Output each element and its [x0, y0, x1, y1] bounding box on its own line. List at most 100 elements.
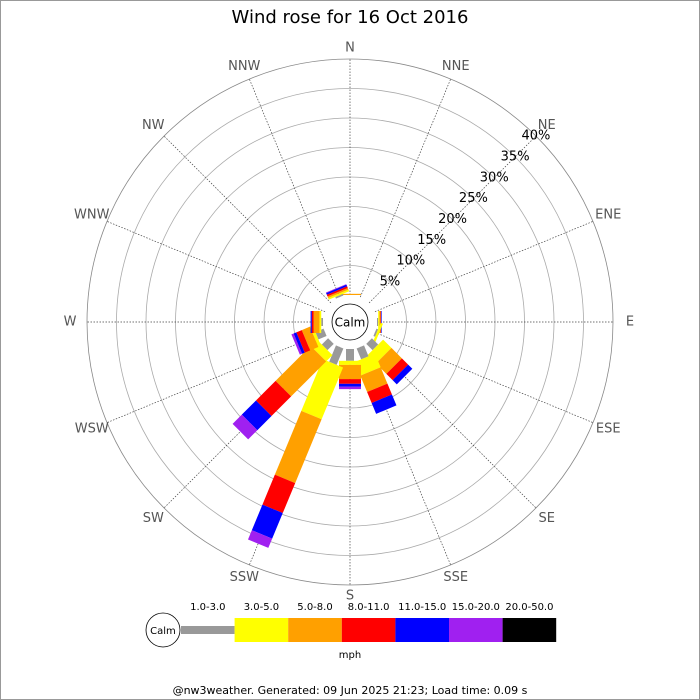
bar-segment [326, 284, 348, 295]
direction-label: WNW [74, 208, 110, 223]
bar-segment [325, 284, 347, 294]
bar-segment [360, 367, 388, 393]
bar-segment [346, 349, 354, 361]
ring [116, 88, 584, 556]
ring-label: 5% [380, 275, 401, 290]
legend-calm [145, 612, 181, 648]
calm-label: Calm [335, 316, 366, 330]
bar-segment [274, 410, 322, 484]
direction-label: NW [142, 118, 165, 133]
spoke [163, 135, 332, 304]
bar-segment [366, 338, 379, 351]
sector [325, 284, 350, 300]
bar-segment [339, 379, 361, 384]
ring-label: 40% [522, 129, 551, 144]
bar-segment [339, 360, 361, 365]
legend-label: 8.0-11.0 [348, 602, 390, 613]
direction-label: SE [539, 511, 555, 526]
direction-label: ENE [595, 208, 621, 223]
bar-segment [354, 353, 381, 376]
spoke [106, 221, 326, 312]
direction-label: ESE [596, 421, 621, 436]
legend-swatch [181, 626, 235, 634]
spoke [368, 135, 537, 304]
direction-label: NNW [228, 59, 260, 74]
direction-label: NNE [442, 59, 470, 74]
bar-segment [291, 333, 303, 355]
bar-segment [375, 347, 402, 374]
sector [247, 345, 344, 548]
bar-segment [301, 326, 319, 351]
bar-segment [275, 345, 327, 397]
bar-segment [328, 289, 350, 300]
bar-segment [386, 358, 409, 381]
bar-segment [377, 318, 379, 326]
bar-segment [241, 400, 272, 431]
legend-label: 15.0-20.0 [452, 602, 500, 613]
legend-swatch [341, 618, 396, 642]
legend-label: 3.0-5.0 [244, 602, 279, 613]
bar-segment [381, 311, 382, 333]
ring-label: 20% [438, 212, 467, 227]
bar-segment [262, 474, 296, 514]
bar-segment [293, 332, 305, 354]
legend-swatch [395, 618, 449, 642]
sector [310, 311, 323, 333]
legend-label: 1.0-3.0 [190, 602, 225, 613]
legend-swatch [234, 618, 289, 642]
bar-segment [339, 386, 361, 390]
ring-label: 10% [396, 254, 425, 269]
bar-segment [321, 338, 334, 351]
bar-segment [319, 311, 322, 333]
bar-segment [339, 383, 361, 387]
legend-swatch [288, 618, 342, 642]
ring-label: 35% [501, 149, 530, 164]
ring-label: 25% [459, 191, 488, 206]
bar-segment [301, 359, 344, 420]
bar-segment [371, 394, 397, 414]
bar-segment [327, 287, 349, 298]
legend: Calm 1.0-3.0 3.0-5.0 5.0-8.0 8.0-11.0 11.0-15… [145, 602, 557, 661]
direction-label: SW [143, 511, 164, 526]
bar-segment [339, 364, 361, 380]
legend-calm-label: Calm [150, 626, 176, 637]
legend-unit: mph [339, 650, 361, 661]
ring-label: 15% [417, 233, 446, 248]
direction-label: SSW [230, 570, 260, 585]
legend-label: 5.0-8.0 [297, 602, 332, 613]
bar-segment [339, 293, 361, 295]
sector [339, 293, 361, 295]
spoke [360, 78, 451, 298]
direction-label: S [346, 589, 354, 604]
bar-segment [296, 330, 311, 353]
spoke [106, 332, 326, 423]
bar-segment [392, 364, 413, 385]
bar-segment [356, 345, 369, 360]
bar-segment [380, 311, 382, 333]
spoke [374, 332, 594, 423]
legend-swatch [449, 618, 503, 642]
bar-segment [313, 311, 320, 333]
bar-segment [310, 311, 312, 333]
ring [86, 58, 614, 586]
legend-swatch [502, 618, 557, 642]
ring-label: 30% [480, 170, 509, 185]
sector [354, 345, 397, 414]
bar-segment [251, 504, 283, 539]
bar-segment [373, 328, 379, 337]
direction-label: SSE [443, 570, 468, 585]
direction-label: W [64, 315, 77, 330]
bar-segment [329, 345, 344, 365]
spoke [249, 78, 340, 298]
bar-segment [367, 383, 392, 403]
bar-segment [326, 286, 348, 297]
rose: N NNE NE ENE E ESE SE SSE S SSW SW WSW W WNW NW NNW 5% 10… [64, 41, 635, 604]
footer: @nw3weather. Generated: 09 Jun 2025 21:2… [173, 684, 528, 697]
sector [339, 349, 361, 390]
spoke [374, 221, 594, 312]
ring [263, 235, 437, 409]
sector [372, 322, 383, 345]
bar-segment [321, 318, 323, 326]
bar-segment [311, 311, 314, 333]
